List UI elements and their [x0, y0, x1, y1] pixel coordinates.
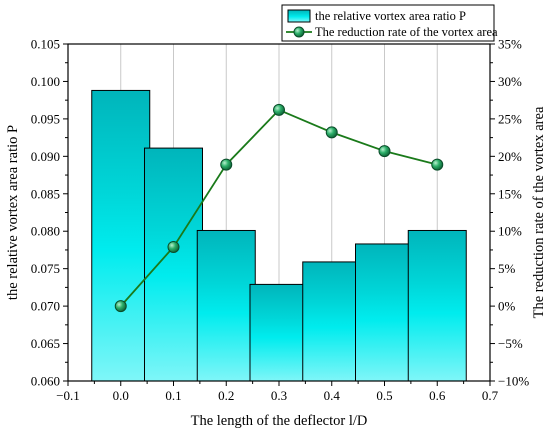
data-point	[220, 158, 233, 171]
y-left-tick-label: 0.105	[31, 37, 60, 52]
y-right-tick-label: 35%	[498, 37, 522, 52]
legend: the relative vortex area ratio P The redu…	[281, 4, 498, 42]
data-point	[114, 300, 127, 313]
x-tick-label: 0.1	[165, 388, 181, 403]
y-left-tick-label: 0.095	[31, 111, 60, 126]
reduction-line	[114, 103, 444, 313]
y-left-tick-label: 0.085	[31, 186, 60, 201]
y-left-axis-title: the relative vortex area ratio P	[5, 125, 21, 300]
grid-lines	[120, 44, 438, 381]
legend-line-marker	[293, 26, 305, 38]
bar	[249, 283, 309, 382]
y-right-tick-label: 10%	[498, 224, 522, 239]
data-point	[273, 103, 285, 116]
y-left-tick-label: 0.065	[31, 336, 60, 351]
legend-bar-label: the relative vortex area ratio P	[315, 9, 466, 23]
x-tick-label: 0.0	[113, 388, 129, 403]
bars	[91, 89, 467, 382]
x-tick-label: 0.2	[218, 388, 234, 403]
y-right-tick-label: 20%	[498, 149, 522, 164]
bar	[144, 147, 203, 382]
x-tick-label: 0.7	[482, 388, 499, 403]
y-right-tick-label: −5%	[498, 336, 523, 351]
x-tick-label: 0.6	[429, 388, 446, 403]
y-left-tick-label: 0.090	[31, 149, 60, 164]
bar	[355, 243, 414, 382]
x-tick-label: −0.1	[56, 388, 80, 403]
y-right-axis-title: The reduction rate of the vortex area	[531, 106, 547, 318]
bar	[196, 229, 256, 382]
data-point	[378, 145, 391, 158]
bar	[91, 89, 151, 382]
data-point	[325, 126, 338, 139]
y-right-tick-label: 25%	[498, 111, 522, 126]
y-left-tick-label: 0.075	[31, 261, 60, 276]
x-tick-label: 0.4	[324, 388, 341, 403]
legend-bar-swatch	[287, 9, 311, 23]
y-right-tick-label: −10%	[498, 374, 529, 389]
y-left-tick-label: 0.100	[31, 74, 60, 89]
legend-box	[281, 4, 495, 42]
y-right-tick-label: 5%	[498, 261, 516, 276]
y-left-tick-label: 0.070	[31, 299, 60, 314]
x-tick-label: 0.3	[271, 388, 287, 403]
legend-line-label: The reduction rate of the vortex area	[315, 25, 498, 39]
axes: −0.1 0.0 0.1 0.2 0.3 0.4 0.5 0.6 0.7 0.060 0.065 0.…	[5, 37, 547, 430]
y-right-tick-label: 0%	[498, 299, 516, 314]
y-right-tick-label: 30%	[498, 74, 522, 89]
data-point	[431, 158, 444, 171]
bar	[407, 229, 467, 382]
y-right-tick-label: 15%	[498, 186, 522, 201]
y-left-tick-label: 0.080	[31, 224, 60, 239]
bar	[302, 261, 362, 382]
data-point	[167, 240, 180, 253]
y-left-tick-label: 0.060	[31, 374, 60, 389]
x-axis-title: The length of the deflector l/D	[191, 413, 368, 429]
x-tick-label: 0.5	[376, 388, 392, 403]
